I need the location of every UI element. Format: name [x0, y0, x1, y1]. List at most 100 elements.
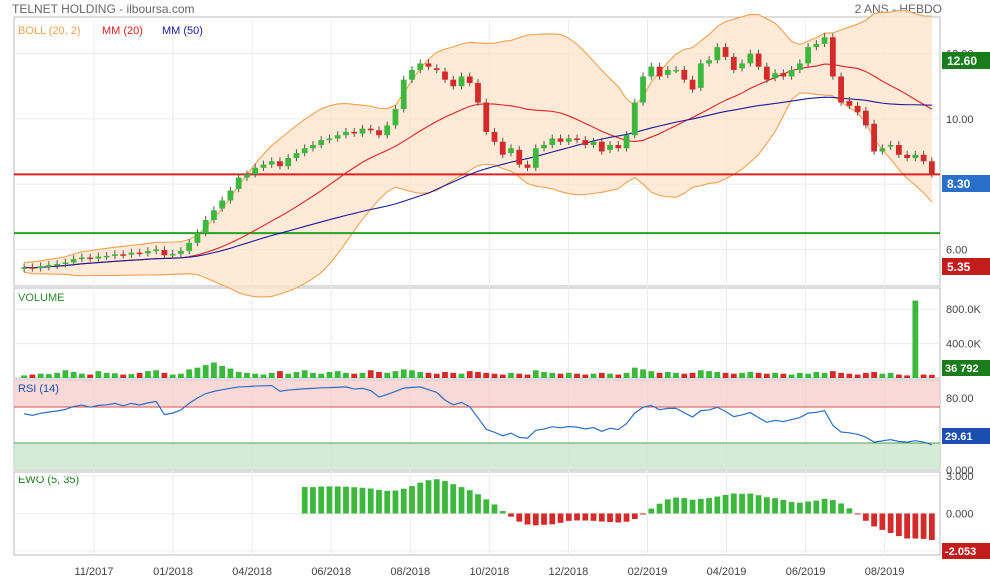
- ewo-bar: [442, 481, 448, 514]
- volume-bar: [37, 373, 44, 378]
- candle: [722, 47, 729, 57]
- volume-bar: [714, 371, 721, 378]
- volume-bar: [450, 372, 457, 378]
- candle: [252, 167, 259, 175]
- volume-bar: [813, 371, 820, 378]
- candle: [169, 253, 176, 256]
- volume-bar: [384, 372, 391, 378]
- rsi-tag: 29.61: [945, 431, 973, 443]
- volume-bar: [54, 372, 61, 378]
- candle: [574, 138, 580, 141]
- candle: [301, 148, 308, 154]
- x-tick-label: 04/2019: [707, 566, 747, 578]
- volume-bar: [648, 371, 655, 378]
- candle: [829, 37, 836, 77]
- ewo-bar: [590, 513, 597, 521]
- ewo-bar: [343, 486, 349, 514]
- ewo-bar: [697, 498, 704, 514]
- candle: [211, 210, 217, 221]
- ewo-bar: [821, 498, 828, 514]
- legend-entry: MM (20): [102, 25, 143, 37]
- ewo-bar: [598, 513, 605, 522]
- candle: [582, 140, 589, 145]
- volume-bar: [326, 371, 333, 378]
- ewo-bar: [788, 502, 795, 514]
- volume-bar: [920, 374, 927, 378]
- candle: [318, 140, 325, 145]
- ewo-bar: [417, 482, 424, 514]
- ewo-bar: [763, 497, 770, 514]
- volume-bar: [145, 371, 151, 378]
- volume-bar: [211, 362, 217, 378]
- candle: [739, 63, 745, 69]
- ewo-bar: [673, 497, 679, 514]
- candle: [846, 100, 853, 106]
- volume-bar: [235, 371, 242, 378]
- volume-bar: [846, 373, 853, 378]
- candle: [194, 233, 201, 243]
- x-tick-label: 11/2017: [75, 566, 114, 578]
- volume-bar: [854, 374, 861, 378]
- volume-bar: [656, 372, 663, 378]
- candle: [227, 190, 234, 201]
- volume-bar: [640, 369, 646, 378]
- volume-bar: [697, 370, 704, 378]
- volume-bar: [409, 370, 415, 378]
- volume-bar: [730, 373, 737, 378]
- y-tick-label: 6.00: [946, 244, 967, 256]
- ewo-bar: [895, 513, 902, 537]
- volume-bar: [821, 372, 828, 378]
- candle: [458, 76, 465, 87]
- candle: [70, 259, 77, 263]
- ewo-bar: [491, 504, 498, 514]
- volume-bar: [376, 371, 382, 378]
- volume-bar: [838, 372, 844, 378]
- candle: [483, 102, 490, 132]
- volume-bar: [425, 372, 432, 378]
- ewo-bar: [565, 513, 572, 521]
- candle: [359, 128, 366, 134]
- ewo-bar: [706, 498, 712, 514]
- ewo-bar: [780, 499, 787, 514]
- candle: [351, 131, 358, 134]
- candle: [219, 200, 226, 209]
- tag-low-bg: [942, 258, 990, 275]
- tag-low: 5.35: [947, 260, 971, 274]
- candle: [788, 69, 795, 77]
- ewo-bar: [755, 495, 762, 514]
- candle: [268, 161, 275, 165]
- volume-bar: [805, 373, 811, 378]
- volume-bar: [475, 371, 481, 378]
- volume-bar: [706, 371, 712, 378]
- candle: [120, 254, 127, 256]
- candle: [54, 264, 61, 266]
- candle: [590, 141, 597, 145]
- ewo-bar: [466, 490, 473, 514]
- volume-bar: [87, 374, 94, 378]
- candle: [920, 154, 927, 162]
- volume-bar: [516, 373, 523, 378]
- volume-bar: [499, 374, 506, 378]
- candle: [673, 69, 679, 72]
- candle: [871, 123, 877, 152]
- tag-last-bg: [942, 175, 990, 192]
- volume-bar: [244, 372, 250, 378]
- candle: [508, 148, 514, 154]
- ewo-bar: [524, 513, 531, 525]
- ewo-bar: [640, 513, 646, 515]
- volume-bar: [557, 373, 564, 378]
- candle: [631, 102, 638, 136]
- ewo-bar: [879, 513, 886, 530]
- ewo-bar: [739, 493, 745, 514]
- volume-bar: [607, 373, 613, 378]
- panel-price: [13, 16, 941, 287]
- ewo-bar: [433, 479, 440, 514]
- candle: [425, 63, 432, 67]
- volume-bar: [763, 373, 770, 378]
- candle: [277, 161, 283, 167]
- ewo-bar: [508, 513, 514, 517]
- candle: [796, 63, 803, 70]
- volume-bar: [359, 372, 366, 378]
- ewo-bar: [656, 503, 663, 514]
